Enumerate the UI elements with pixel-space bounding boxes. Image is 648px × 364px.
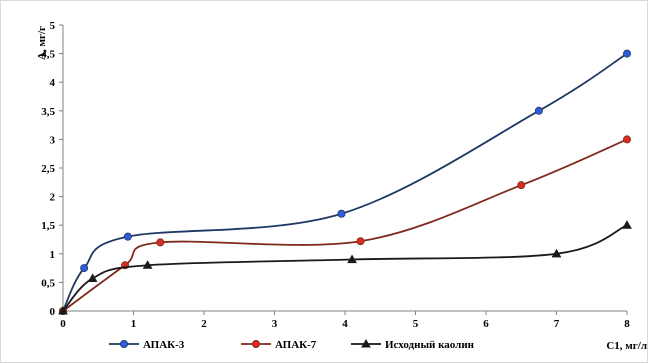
data-point <box>517 181 526 190</box>
x-tick-label: 2 <box>201 318 207 330</box>
y-tick-label: 0,5 <box>41 277 55 289</box>
y-tick-label: 3,5 <box>41 106 55 118</box>
data-point <box>337 209 346 218</box>
legend-item: АПАК-7 <box>241 339 317 351</box>
legend: АПАК-3 АПАК-7 Исходный каолин <box>109 338 475 351</box>
series-layer <box>58 49 632 315</box>
legend-item: АПАК-3 <box>109 339 185 351</box>
x-axis-label: C1, мг/л <box>606 340 647 352</box>
y-tick-label: 2 <box>50 192 56 204</box>
legend-swatch-marker <box>361 338 371 348</box>
x-tick-label: 8 <box>624 318 630 330</box>
x-tick-label: 0 <box>60 318 66 330</box>
series-1 <box>59 49 632 315</box>
legend-label: Исходный каолин <box>385 339 475 351</box>
ticks: 0 0,5 1 1,5 2 2,5 3 3,5 4 4,5 5 0 1 2 3 4 5 6 7 8 <box>41 20 630 330</box>
legend-swatch-marker <box>251 339 260 348</box>
legend-swatch-marker <box>120 339 129 348</box>
data-point <box>142 260 153 269</box>
data-point <box>87 273 98 282</box>
data-point <box>156 238 165 247</box>
x-tick-label: 7 <box>554 318 560 330</box>
legend-label: АПАК-7 <box>275 339 317 351</box>
data-point <box>58 305 68 315</box>
series-line <box>62 52 628 312</box>
y-tick-label: 5 <box>50 20 56 32</box>
data-point <box>356 237 365 246</box>
series-3 <box>58 220 632 315</box>
data-point <box>123 232 132 241</box>
series-2 <box>59 135 632 315</box>
data-point <box>622 220 632 229</box>
data-point <box>80 264 89 273</box>
series-line <box>62 138 628 312</box>
x-tick-label: 4 <box>342 318 348 330</box>
y-tick-label: 1,5 <box>41 220 55 232</box>
y-tick-label: 1 <box>50 249 56 261</box>
y-tick-label: 2,5 <box>41 163 55 175</box>
y-tick-label: 3 <box>50 134 56 146</box>
x-tick-label: 5 <box>413 318 419 330</box>
legend-item: Исходный каолин <box>351 338 475 351</box>
y-tick-label: 4 <box>50 77 56 89</box>
data-point <box>551 248 562 258</box>
y-axis-label: А, мг/г <box>36 26 48 60</box>
y-tick-label: 4,5 <box>41 49 55 61</box>
x-tick-label: 1 <box>131 318 137 330</box>
data-point <box>534 106 543 115</box>
y-tick-label: 0 <box>50 306 56 318</box>
data-point <box>623 135 632 144</box>
data-point <box>623 49 632 58</box>
x-tick-label: 3 <box>272 318 278 330</box>
data-point <box>347 254 357 264</box>
x-tick-label: 6 <box>483 318 489 330</box>
legend-label: АПАК-3 <box>143 339 185 351</box>
